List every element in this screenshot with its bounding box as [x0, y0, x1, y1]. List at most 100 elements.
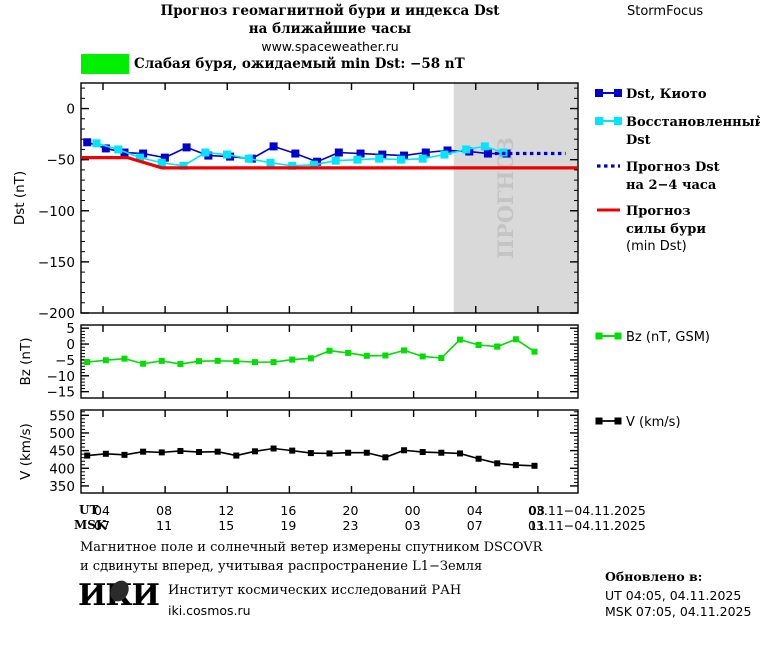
series-marker [288, 161, 297, 170]
series-marker [363, 449, 370, 456]
legend-marker-dst-restored-end [614, 117, 622, 125]
legend-label-storm-force-2: силы бури [626, 222, 706, 237]
series-marker [421, 148, 430, 157]
series-marker [531, 462, 538, 469]
panel-bz: 50−5−10−15 Bz (nT) [18, 321, 579, 401]
series-group-bz [84, 336, 538, 368]
series-marker [309, 160, 318, 169]
series-marker [201, 148, 210, 157]
legend-marker-dst-restored-start [595, 117, 603, 125]
series-marker [512, 336, 519, 343]
series-marker [160, 153, 169, 162]
ytick-label-bz: −5 [55, 353, 75, 369]
series-marker [356, 149, 365, 158]
series-marker [375, 154, 384, 163]
axis-ut-tick: 20 [342, 503, 359, 518]
series-group-v [84, 445, 538, 469]
storm-status-text: Слабая буря, ожидаемый min Dst: −58 nT [134, 56, 465, 72]
ytick-label-v: 450 [49, 444, 75, 460]
ytick-label-v: 400 [49, 461, 75, 477]
series-marker [84, 452, 91, 459]
axis-ut-tick: 04 [94, 503, 110, 518]
series-marker [251, 359, 258, 366]
series-marker [401, 347, 408, 354]
axis-msk-tick: 07 [94, 518, 110, 533]
site-url: www.spaceweather.ru [261, 39, 399, 54]
forecast-shaded-region [453, 83, 578, 313]
ytick-label-bz: 0 [66, 337, 75, 353]
series-marker [101, 144, 110, 153]
legend-label-storm-force-1: Прогноз [626, 204, 691, 219]
series-marker [289, 447, 296, 454]
ytick-label-bz: 5 [66, 321, 75, 337]
page-title-line2: на ближайшие часы [248, 21, 412, 37]
updated-ut: UT 04:05, 04.11.2025 [605, 588, 742, 603]
series-marker [289, 356, 296, 363]
series-marker [92, 139, 101, 148]
series-marker [182, 143, 191, 152]
series-marker [400, 151, 409, 160]
plot-frame-bz [80, 324, 579, 399]
ytick-label-dst: −150 [38, 255, 75, 271]
axis-label-v: V (km/s) [18, 423, 34, 480]
series-marker [334, 148, 343, 157]
series-marker [214, 357, 221, 364]
series-line-3-dst [82, 156, 577, 170]
legend-label-dst-restored-2: Dst [626, 133, 651, 148]
series-marker [102, 450, 109, 457]
axis-ut-tick: 16 [280, 503, 297, 518]
series-marker [438, 449, 445, 456]
org-url[interactable]: iki.cosmos.ru [168, 603, 251, 618]
legend-label-dst-kyoto: Dst, Киото [626, 87, 707, 102]
brand-label: StormFocus [627, 4, 704, 19]
series-marker [494, 460, 501, 467]
axis-ut-tick: 08 [156, 503, 173, 518]
series-group-dst [82, 138, 577, 170]
series-marker [233, 358, 240, 365]
footer-note-line2: и сдвинуты вперед, учитывая распростране… [80, 559, 483, 574]
ytick-label-dst: −50 [47, 153, 76, 169]
series-marker [114, 145, 123, 154]
series-marker [418, 154, 427, 163]
axis-msk-tick: 19 [280, 518, 297, 533]
axis-ut-daterange: 03.11−04.11.2025 [528, 503, 646, 518]
axis-msk-tick: 11 [156, 518, 173, 533]
axis-label-dst: Dst (nT) [12, 171, 28, 225]
legend-marker-v-start [595, 417, 603, 425]
legend-label-storm-force-3: (min Dst) [626, 239, 687, 254]
ytick-label-dst: −100 [38, 204, 75, 220]
series-marker [139, 149, 148, 158]
series-marker [438, 355, 445, 362]
series-marker [512, 462, 519, 469]
series-marker [345, 349, 352, 356]
series-marker [270, 359, 277, 366]
series-marker [396, 155, 405, 164]
axis-ut-tick: 00 [404, 503, 421, 518]
axis-msk-tick: 15 [218, 518, 235, 533]
series-marker [378, 150, 387, 159]
series-marker [83, 138, 92, 147]
series-marker [353, 155, 362, 164]
series-marker [158, 357, 165, 364]
series-marker [475, 455, 482, 462]
series-marker [177, 361, 184, 368]
axis-ut-row: UT 04 08 12 16 20 00 04 08 03.11−04.11.2025 [0, 503, 646, 578]
legend-marker-dst-kyoto-start [595, 89, 603, 97]
series-marker [233, 452, 240, 459]
legend-label-bz: Bz (nT, GSM) [626, 330, 710, 345]
series-marker [480, 142, 489, 151]
legend-label-dst-restored-1: Восстановленный [626, 115, 760, 130]
series-marker [382, 352, 389, 359]
legend-label-dst-forecast-2: на 2−4 часа [626, 178, 717, 193]
updated-title: Обновлено в: [605, 569, 703, 584]
ytick-label-v: 550 [49, 408, 75, 424]
ytick-label-v: 350 [49, 479, 75, 495]
series-marker [382, 454, 389, 461]
series-marker [251, 448, 258, 455]
series-marker [179, 161, 188, 170]
series-marker [121, 355, 128, 362]
ytick-label-v: 500 [49, 426, 75, 442]
